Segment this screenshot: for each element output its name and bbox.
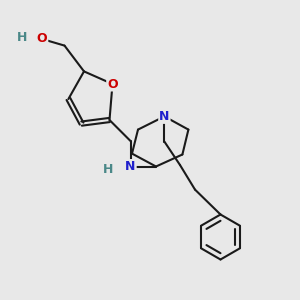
Text: N: N [125,160,136,173]
Text: H: H [103,163,113,176]
Text: O: O [37,32,47,46]
Text: H: H [17,31,28,44]
Text: O: O [107,77,118,91]
Text: N: N [159,110,170,123]
